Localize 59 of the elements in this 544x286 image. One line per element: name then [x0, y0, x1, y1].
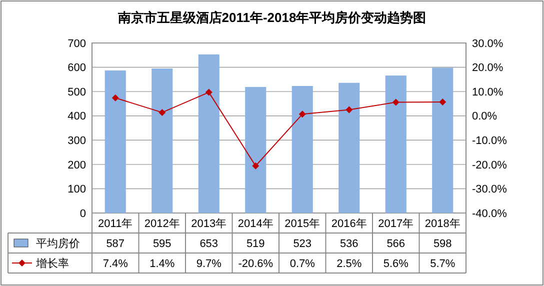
y2-tick-label: -10.0% — [472, 134, 508, 147]
legend-label: 平均房价 — [36, 236, 80, 250]
y2-tick-label: 0.0% — [472, 110, 498, 123]
point — [298, 110, 306, 118]
x-tick-label: 2013年 — [191, 218, 227, 230]
data-label: 5.6% — [383, 258, 409, 270]
x-tick-label: 2012年 — [144, 218, 180, 230]
data-label: 1.4% — [150, 258, 175, 270]
data-label: 7.4% — [102, 258, 128, 270]
bar — [152, 68, 173, 213]
bar — [292, 86, 313, 213]
point — [112, 94, 119, 102]
bar — [338, 82, 360, 213]
bar — [245, 86, 266, 213]
point — [346, 106, 353, 114]
x-tick-label: 2018年 — [424, 218, 460, 230]
y2-tick-label: 20.0% — [472, 62, 504, 74]
y-tick-label: 200 — [68, 159, 86, 172]
point — [252, 162, 260, 170]
point — [205, 88, 212, 96]
y-tick-label: 400 — [68, 110, 86, 123]
point — [439, 98, 446, 106]
data-label: 523 — [293, 238, 312, 250]
x-tick-label: 2015年 — [284, 218, 320, 230]
data-label: 519 — [246, 238, 265, 250]
point — [392, 98, 400, 106]
y-tick-label: 100 — [68, 184, 86, 196]
data-label: -20.6% — [238, 258, 274, 270]
y2-tick-label: -40.0% — [472, 208, 508, 220]
bar — [104, 70, 126, 213]
y2-tick-label: -20.0% — [472, 159, 508, 172]
x-tick-label: 2011年 — [98, 218, 133, 230]
x-tick-label: 2017年 — [378, 218, 414, 230]
y2-tick-label: 10.0% — [472, 86, 504, 98]
point — [158, 108, 166, 116]
bar — [198, 54, 220, 213]
bar — [432, 68, 454, 213]
legend-label: 增长率 — [35, 256, 69, 270]
y-tick-label: 0 — [80, 208, 86, 220]
chart-title: 南京市五星级酒店2011年-2018年平均房价变动趋势图 — [116, 10, 426, 25]
data-label: 595 — [152, 238, 172, 250]
x-tick-label: 2016年 — [331, 218, 367, 230]
data-label: 0.7% — [290, 258, 316, 270]
y2-tick-label: -30.0% — [472, 184, 508, 196]
data-label: 653 — [200, 238, 218, 250]
data-label: 2.5% — [336, 258, 362, 270]
data-label: 5.7% — [430, 258, 456, 270]
data-label: 9.7% — [196, 258, 222, 270]
bar — [385, 76, 406, 213]
data-label: 566 — [386, 238, 406, 250]
x-tick-label: 2014年 — [238, 218, 274, 230]
y-tick-label: 700 — [68, 38, 86, 50]
y-tick-label: 600 — [68, 62, 86, 74]
data-label: 536 — [340, 238, 358, 250]
y-tick-label: 300 — [68, 134, 86, 147]
y2-tick-label: 30.0% — [472, 38, 504, 50]
data-label: 587 — [106, 238, 125, 250]
y-tick-label: 500 — [68, 86, 86, 98]
data-label: 598 — [433, 238, 452, 250]
